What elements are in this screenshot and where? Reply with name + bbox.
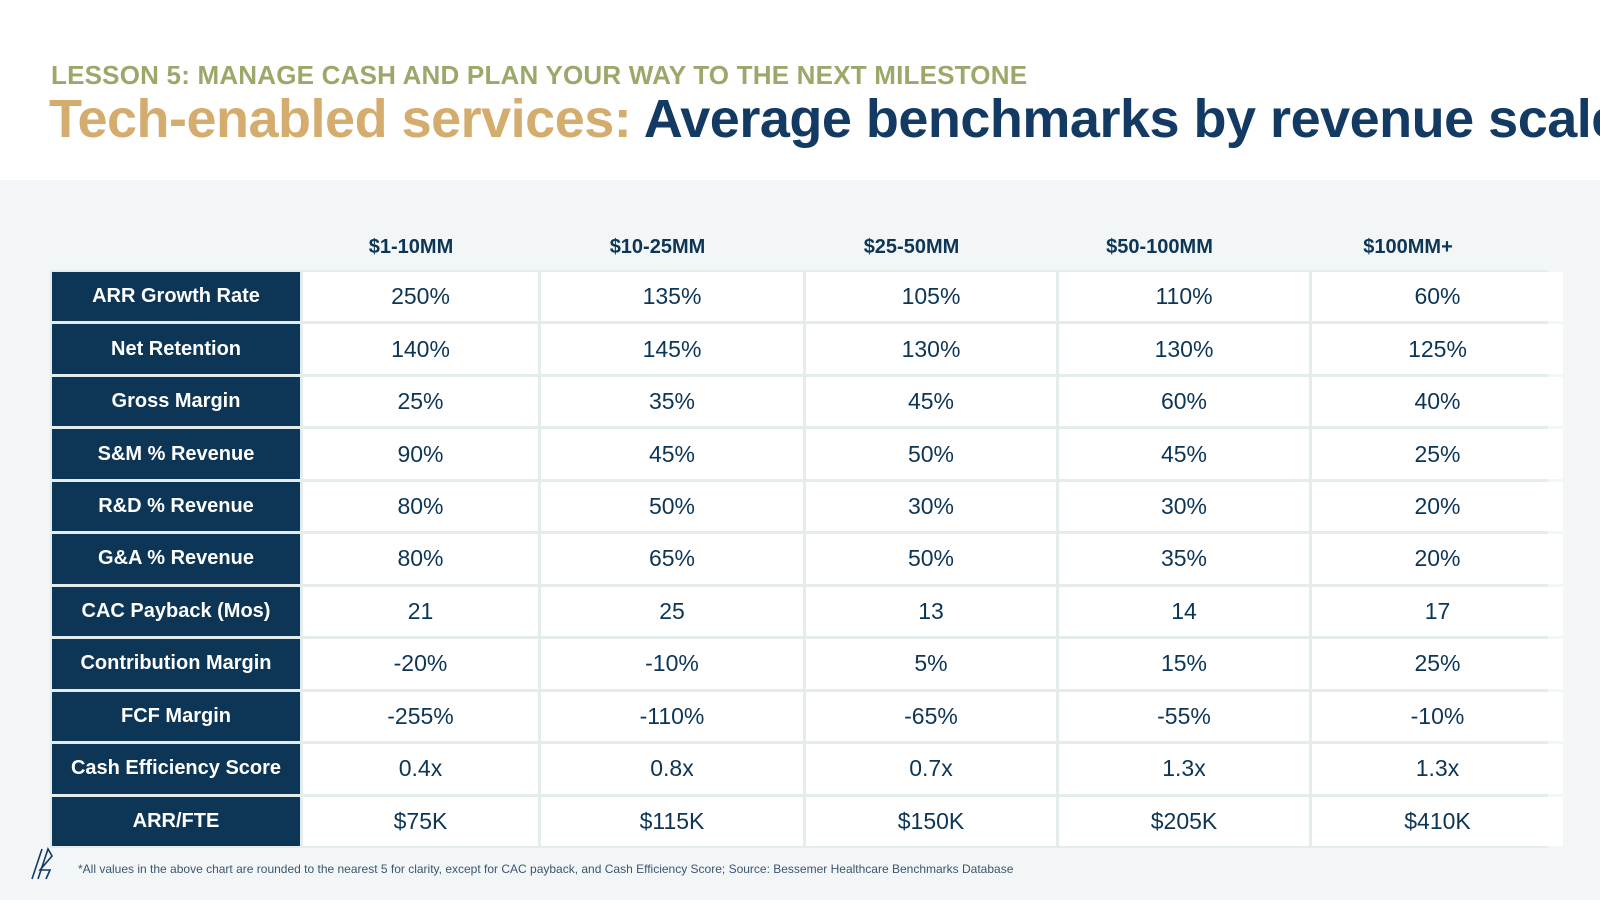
column-headers: $1-10MM $10-25MM $25-50MM $50-100MM $100… (0, 230, 1600, 264)
table-cell: 25% (1312, 639, 1563, 689)
row-label: FCF Margin (52, 691, 300, 742)
table-cell: 50% (806, 429, 1056, 479)
table-cell: 65% (541, 534, 803, 584)
table-cell: 1.3x (1059, 744, 1309, 794)
table-cell: -255% (303, 691, 538, 742)
table-cell: 25% (303, 376, 538, 427)
table-cell: 20% (1312, 534, 1563, 584)
column-header: $100MM+ (1363, 236, 1453, 258)
table-cell: 5% (806, 639, 1056, 689)
table-cell: 125% (1312, 324, 1563, 374)
table-cell: 60% (1312, 272, 1563, 322)
table-cell: 130% (806, 324, 1056, 374)
table-cell: 45% (1059, 429, 1309, 479)
page-title-main: Average benchmarks by revenue scale (643, 89, 1600, 149)
table-cell: 13 (806, 586, 1056, 637)
row-label: G&A % Revenue (52, 534, 300, 584)
footnote: *All values in the above chart are round… (78, 862, 1014, 876)
table-cell: 17 (1312, 586, 1563, 637)
column-header: $50-100MM (1106, 236, 1213, 258)
row-label: S&M % Revenue (52, 429, 300, 479)
table-cell: 0.8x (541, 744, 803, 794)
table-cell: 140% (303, 324, 538, 374)
table-cell: 14 (1059, 586, 1309, 637)
table-cell: 50% (806, 534, 1056, 584)
row-label: Contribution Margin (52, 639, 300, 689)
table-cell: -110% (541, 691, 803, 742)
bessemer-logo-icon (31, 847, 53, 880)
row-label: ARR/FTE (52, 796, 300, 846)
table-cell: 0.4x (303, 744, 538, 794)
table-cell: 30% (1059, 481, 1309, 532)
table-cell: $75K (303, 796, 538, 846)
table-cell: 40% (1312, 376, 1563, 427)
table-cell: 25 (541, 586, 803, 637)
table-cell: 145% (541, 324, 803, 374)
table-cell: 35% (541, 376, 803, 427)
table-cell: 250% (303, 272, 538, 322)
table-cell: 1.3x (1312, 744, 1563, 794)
table-cell: 90% (303, 429, 538, 479)
table-cell: 80% (303, 481, 538, 532)
table-cell: -10% (541, 639, 803, 689)
table-cell: 0.7x (806, 744, 1056, 794)
row-label: Cash Efficiency Score (52, 744, 300, 794)
table-cell: $115K (541, 796, 803, 846)
table-cell: 45% (806, 376, 1056, 427)
table-cell: 60% (1059, 376, 1309, 427)
row-label: Net Retention (52, 324, 300, 374)
slide-header: LESSON 5: MANAGE CASH AND PLAN YOUR WAY … (0, 0, 1600, 180)
table-cell: 45% (541, 429, 803, 479)
column-header: $25-50MM (863, 236, 960, 258)
table-cell: 130% (1059, 324, 1309, 374)
table-cell: 15% (1059, 639, 1309, 689)
table-cell: -20% (303, 639, 538, 689)
table-cell: $150K (806, 796, 1056, 846)
table-cell: 35% (1059, 534, 1309, 584)
row-label: R&D % Revenue (52, 481, 300, 532)
table-cell: 20% (1312, 481, 1563, 532)
benchmark-table: ARR Growth Rate 250% 135% 105% 110% 60% Net Re… (50, 270, 1563, 848)
page-title-accent: Tech-enabled services: (49, 89, 632, 149)
lesson-subtitle: LESSON 5: MANAGE CASH AND PLAN YOUR WAY … (51, 60, 1028, 90)
table-cell: 80% (303, 534, 538, 584)
column-header: $10-25MM (609, 236, 706, 258)
table-cell: 30% (806, 481, 1056, 532)
page-title: Tech-enabled services: Average benchmark… (49, 88, 1600, 150)
table-cell: 135% (541, 272, 803, 322)
table-cell: 110% (1059, 272, 1309, 322)
table-cell: -10% (1312, 691, 1563, 742)
table-cell: $205K (1059, 796, 1309, 846)
row-label: ARR Growth Rate (52, 272, 300, 322)
column-header: $1-10MM (368, 236, 454, 258)
table-cell: 21 (303, 586, 538, 637)
table-cell: -55% (1059, 691, 1309, 742)
row-label: Gross Margin (52, 376, 300, 427)
table-cell: -65% (806, 691, 1056, 742)
row-label: CAC Payback (Mos) (52, 586, 300, 637)
table-cell: 105% (806, 272, 1056, 322)
table-cell: 50% (541, 481, 803, 532)
table-cell: 25% (1312, 429, 1563, 479)
table-cell: $410K (1312, 796, 1563, 846)
